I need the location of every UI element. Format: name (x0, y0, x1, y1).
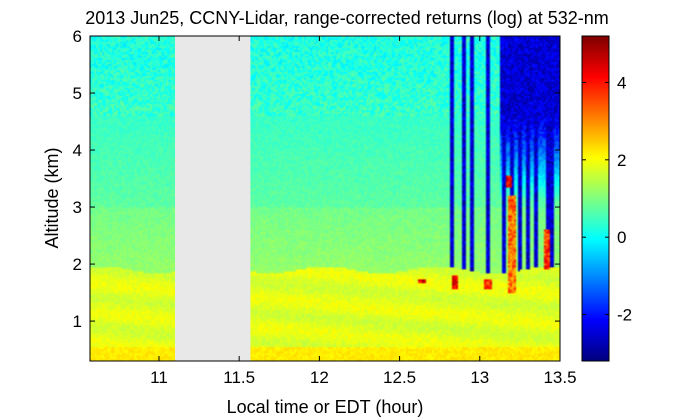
y-tick-label: 5 (73, 84, 82, 103)
colorbar: -2 0 2 4 (581, 35, 632, 362)
colorbar-tick-label: 4 (617, 73, 626, 92)
x-axis: 11 11.5 12 12.5 13 13.5 (150, 36, 577, 387)
x-tick-label: 13.5 (543, 368, 576, 387)
heatmap-image (90, 36, 560, 361)
y-tick-label: 1 (73, 312, 82, 331)
colorbar-frame (581, 35, 610, 362)
y-tick-label: 4 (73, 141, 82, 160)
y-tick-label: 3 (73, 198, 82, 217)
colorbar-tick-label: 2 (617, 151, 626, 170)
y-axis-label: Altitude (km) (42, 147, 62, 248)
colorbar-tick-label: 0 (617, 228, 626, 247)
colorbar-tick-label: -2 (617, 306, 632, 325)
x-tick-label: 11 (150, 368, 168, 387)
colorbar-image (582, 36, 609, 361)
no-data-gap (175, 36, 251, 361)
x-tick-label: 12.5 (383, 368, 416, 387)
y-tick-label: 2 (73, 255, 82, 274)
y-tick-label: 6 (73, 27, 82, 46)
x-axis-label: Local time or EDT (hour) (227, 397, 424, 417)
x-tick-label: 13 (470, 368, 489, 387)
x-tick-label: 12 (310, 368, 329, 387)
plot-frame (89, 35, 561, 362)
colorbar-axis: -2 0 2 4 (582, 73, 632, 325)
y-axis: 1 2 3 4 5 6 (73, 27, 560, 331)
x-tick-label: 11.5 (223, 368, 255, 387)
chart-title: 2013 Jun25, CCNY-Lidar, range-corrected … (85, 8, 609, 28)
